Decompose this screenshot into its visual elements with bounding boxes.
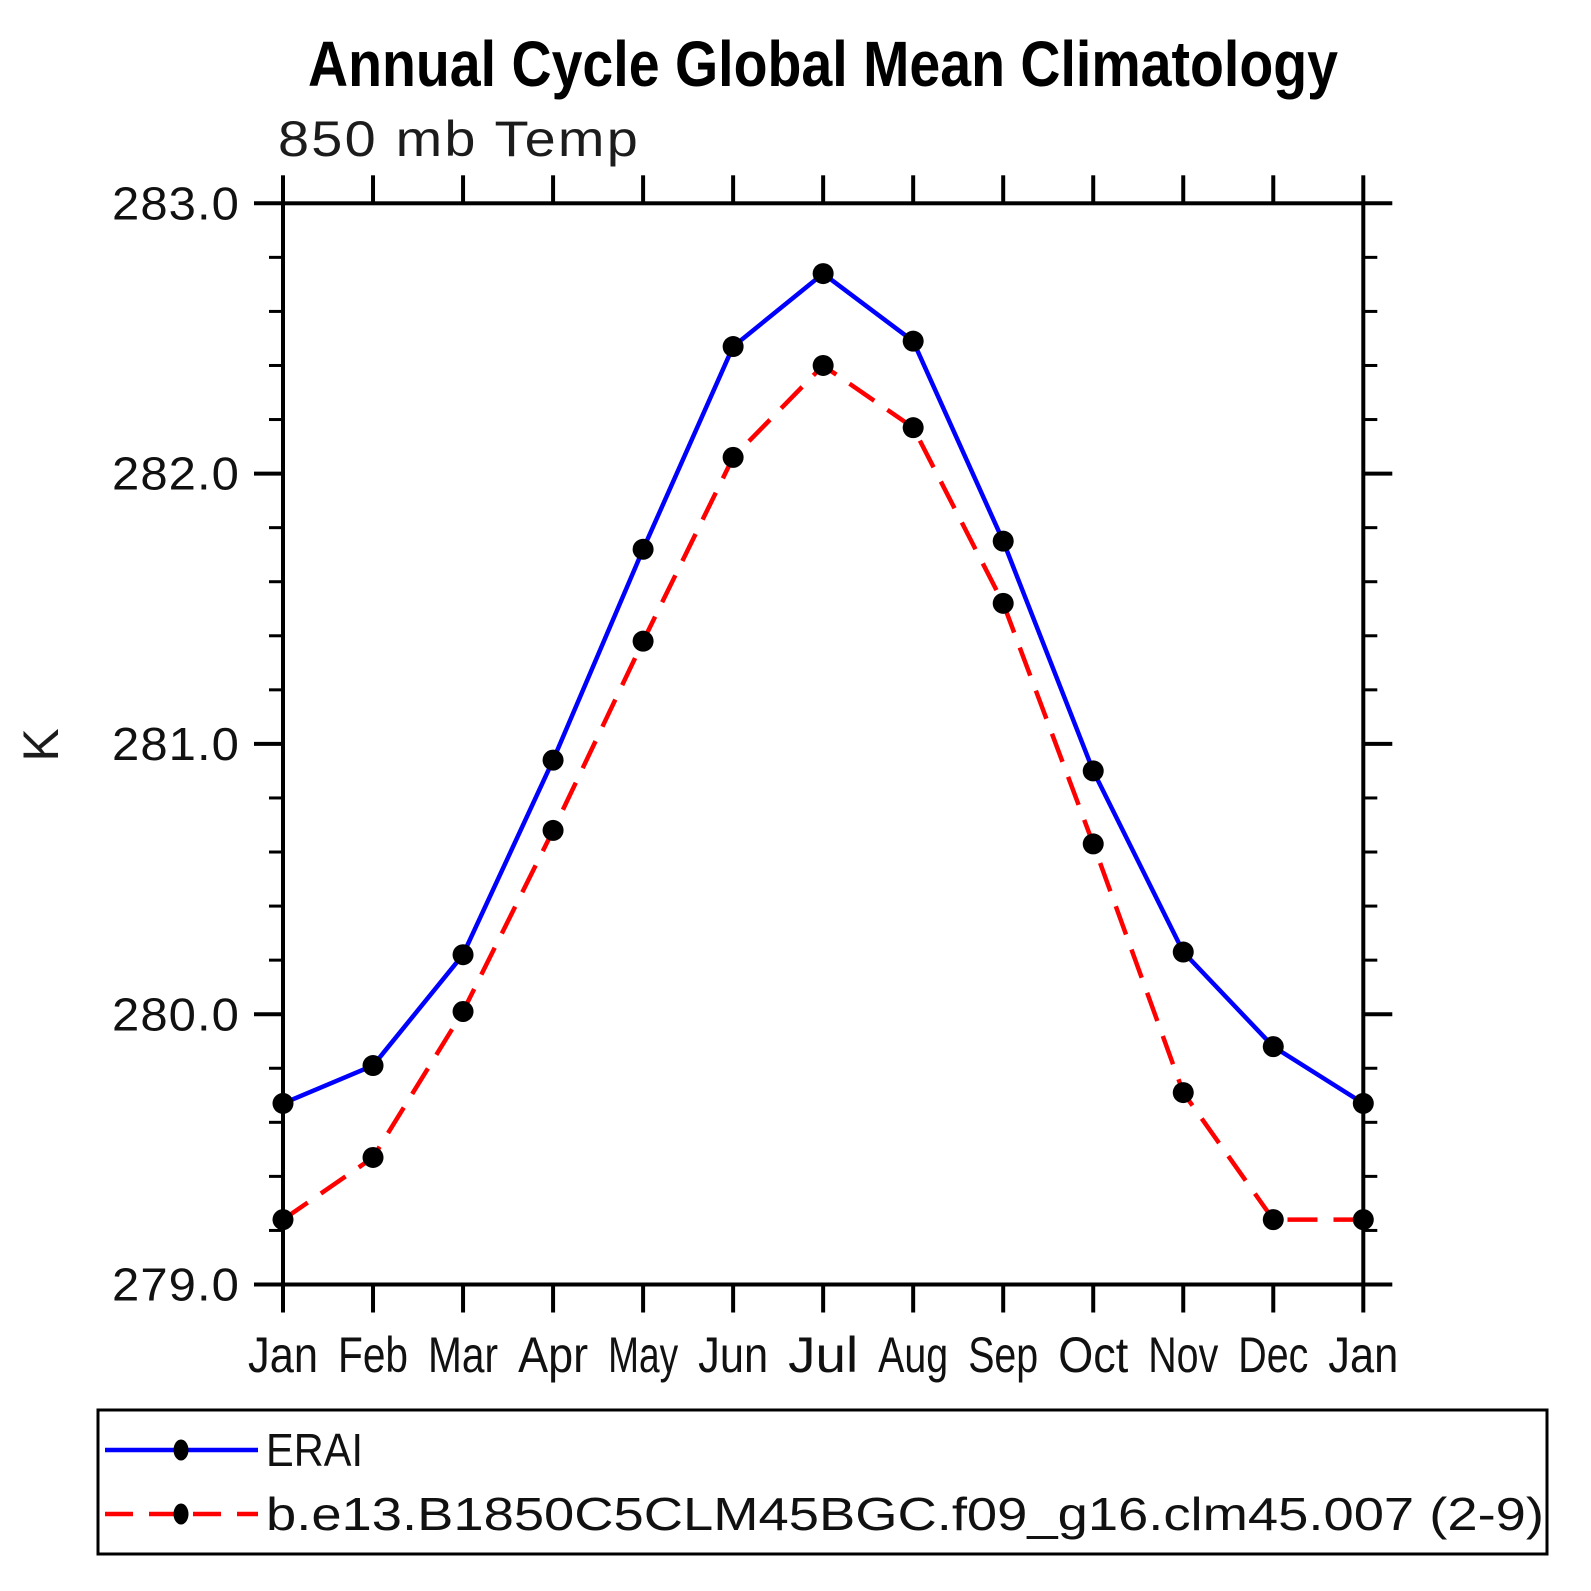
- x-tick-label-mar-2: Mar: [428, 1327, 498, 1383]
- y-tick-label-282.0: 282.0: [112, 448, 240, 500]
- x-tick-label-sep-8: Sep: [968, 1327, 1038, 1383]
- legend: ERAI b.e13.B1850C5CLM45BGC.f09_g16.clm45…: [96, 1408, 1549, 1556]
- data-point-model-jan-12: [1352, 1209, 1374, 1231]
- data-point-model-may-4: [632, 630, 654, 652]
- x-tick-label-jun-5: Jun: [698, 1327, 768, 1383]
- legend-marker-erai: [173, 1439, 189, 1461]
- x-tick-label-dec-11: Dec: [1238, 1327, 1308, 1383]
- data-point-erai-dec-11: [1262, 1036, 1284, 1058]
- data-point-erai-jul-6: [812, 263, 834, 285]
- data-point-model-sep-8: [992, 592, 1014, 614]
- series-layer: [272, 263, 1374, 1231]
- x-tick-label-may-4: May: [608, 1327, 678, 1383]
- data-point-erai-jun-5: [722, 336, 744, 358]
- series-line-erai: [282, 271, 1365, 1106]
- data-point-erai-sep-8: [992, 530, 1014, 552]
- y-tick-label-283.0: 283.0: [112, 177, 240, 229]
- y-axis-title: K: [13, 728, 69, 761]
- data-point-erai-aug-7: [902, 330, 924, 352]
- legend-label-erai: ERAI: [266, 1424, 363, 1476]
- data-point-erai-may-4: [632, 538, 654, 560]
- chart-subtitle: 850 mb Temp: [278, 111, 640, 167]
- data-point-model-jul-6: [812, 354, 834, 376]
- axes-layer: Jan Feb Mar Apr May Jun Jul Aug Sep Oct Nov Dec Jan2…: [112, 175, 1398, 1383]
- x-tick-label-feb-1: Feb: [338, 1327, 408, 1383]
- x-tick-label-jan-12: Jan: [1328, 1327, 1398, 1383]
- data-point-model-aug-7: [902, 417, 924, 439]
- y-tick-label-281.0: 281.0: [112, 718, 240, 770]
- x-tick-label-nov-10: Nov: [1148, 1327, 1218, 1383]
- data-point-model-dec-11: [1262, 1209, 1284, 1231]
- data-point-model-jun-5: [722, 446, 744, 468]
- x-tick-label-oct-9: Oct: [1058, 1327, 1128, 1383]
- data-point-erai-mar-2: [452, 944, 474, 966]
- data-point-model-mar-2: [452, 1000, 474, 1022]
- data-point-model-apr-3: [542, 819, 564, 841]
- series-line-model: [281, 363, 1364, 1222]
- data-point-erai-feb-1: [362, 1055, 384, 1077]
- data-point-erai-oct-9: [1082, 760, 1104, 782]
- chart-title: Annual Cycle Global Mean Climatology: [308, 28, 1338, 100]
- legend-marker-model: [173, 1503, 189, 1525]
- x-tick-label-jan-0: Jan: [248, 1327, 318, 1383]
- data-point-model-nov-10: [1172, 1082, 1194, 1104]
- x-tick-label-apr-3: Apr: [518, 1327, 588, 1383]
- x-tick-label-jul-6: Jul: [788, 1327, 858, 1383]
- legend-label-model: b.e13.B1850C5CLM45BGC.f09_g16.clm45.007 …: [266, 1488, 1544, 1540]
- data-point-erai-jan-0: [272, 1092, 294, 1114]
- data-point-erai-jan-12: [1352, 1092, 1374, 1114]
- data-point-erai-apr-3: [542, 749, 564, 771]
- y-tick-label-280.0: 280.0: [112, 988, 240, 1040]
- data-point-model-jan-0: [272, 1209, 294, 1231]
- data-point-model-feb-1: [362, 1146, 384, 1168]
- legend-box: [96, 1408, 1549, 1556]
- data-point-model-oct-9: [1082, 833, 1104, 855]
- y-tick-label-279.0: 279.0: [112, 1259, 240, 1311]
- data-point-erai-nov-10: [1172, 941, 1194, 963]
- x-tick-label-aug-7: Aug: [878, 1327, 948, 1383]
